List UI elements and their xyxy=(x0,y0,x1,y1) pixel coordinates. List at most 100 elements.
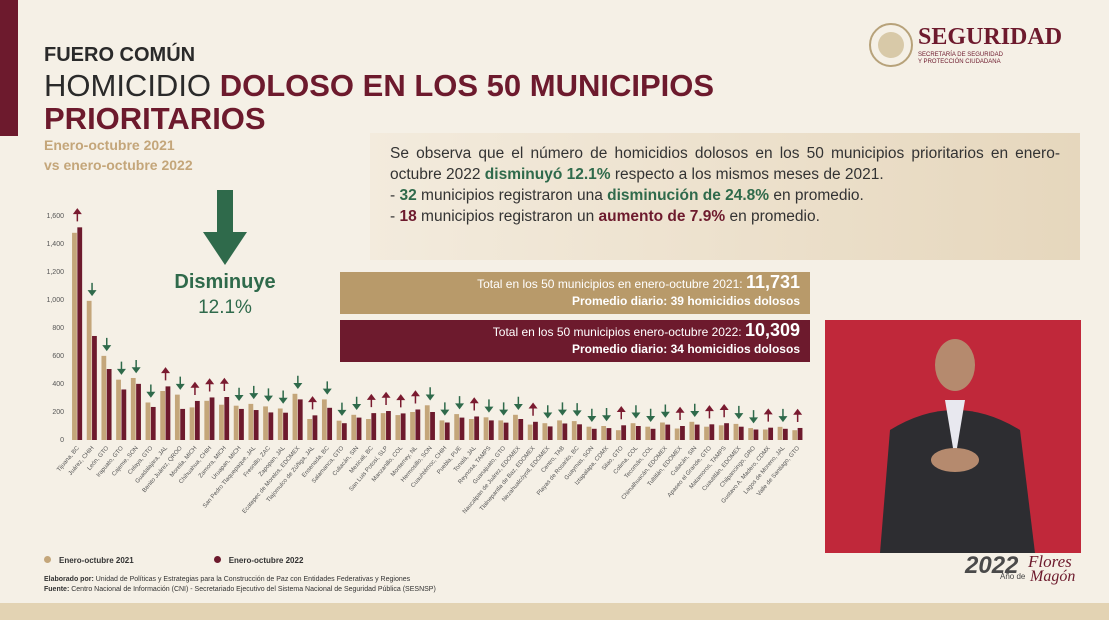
bar xyxy=(77,227,83,440)
bar xyxy=(410,412,415,440)
bar xyxy=(645,426,651,440)
arrow-up xyxy=(219,377,229,392)
bar xyxy=(160,391,166,440)
bar xyxy=(533,421,538,440)
arrow-down xyxy=(513,396,523,411)
dash: - xyxy=(390,208,396,225)
callout-value: 12.1% xyxy=(198,297,252,318)
y-tick-label: 800 xyxy=(52,325,64,332)
arrow-down xyxy=(602,408,612,422)
text: Unidad de Políticas y Estrategias para l… xyxy=(93,576,411,583)
y-tick-label: 400 xyxy=(52,381,64,388)
bar xyxy=(224,397,230,440)
y-tick-label: 200 xyxy=(52,409,64,416)
label: Elaborado por: xyxy=(44,576,94,583)
bar xyxy=(665,424,671,440)
y-tick-label: 1,200 xyxy=(46,269,64,276)
bar xyxy=(591,428,597,440)
bar xyxy=(430,412,435,440)
bar xyxy=(527,424,533,440)
total-line: Total en los 50 municipios enero-octubre… xyxy=(340,320,800,341)
arrow-down xyxy=(690,403,700,418)
arrow-up xyxy=(396,394,406,408)
bar xyxy=(145,402,151,440)
bar xyxy=(116,379,121,440)
bar xyxy=(283,412,288,440)
bar xyxy=(571,421,577,440)
legend-label: Enero-octubre 2021 xyxy=(59,556,134,565)
arrow-down xyxy=(572,403,582,417)
bar xyxy=(606,428,612,440)
bullet: - 32 municipios registraron una disminuc… xyxy=(390,185,1060,206)
accent-bar xyxy=(0,0,18,136)
badge-line2: Flores xyxy=(1028,552,1072,571)
arrow-down xyxy=(263,388,273,402)
bar xyxy=(239,408,244,440)
period2: vs enero-octubre 2022 xyxy=(44,157,193,173)
arrow-down xyxy=(175,376,185,390)
text: 32 xyxy=(399,187,417,204)
arrow-down xyxy=(557,402,567,416)
bar xyxy=(439,420,445,440)
bar xyxy=(371,413,377,440)
bottom-strip xyxy=(0,603,1109,620)
title: HOMICIDIO DOLOSO EN LOS 50 MUNICIPIOS xyxy=(44,68,714,104)
arrow-down xyxy=(660,404,670,418)
bar xyxy=(209,397,215,440)
title-bold: DOLOSO EN LOS 50 MUNICIPIOS xyxy=(219,68,715,103)
bar xyxy=(601,426,607,440)
bar xyxy=(341,423,347,440)
text: disminuyó 12.1% xyxy=(484,166,611,183)
bar xyxy=(674,428,680,440)
period1: Enero-octubre 2021 xyxy=(44,137,175,153)
bar xyxy=(738,426,744,440)
bar xyxy=(498,420,504,440)
bar xyxy=(797,427,803,440)
bar xyxy=(248,403,254,440)
bar xyxy=(650,428,656,440)
text: respecto a los mismos meses de 2021. xyxy=(610,166,884,183)
legend-swatch xyxy=(213,556,221,563)
kicker: FUERO COMÚN xyxy=(44,44,196,66)
bar xyxy=(92,335,97,440)
bar xyxy=(704,426,709,440)
bar xyxy=(180,408,186,440)
arrow-down xyxy=(499,402,509,416)
legend-item: Enero-octubre 2022 xyxy=(213,556,303,565)
arrow-up xyxy=(205,378,215,392)
footer-source: Fuente: Centro Nacional de Información (… xyxy=(44,586,436,593)
bar xyxy=(72,232,77,440)
total-value: 10,309 xyxy=(744,320,800,340)
summary-box: Se observa que el número de homicidios d… xyxy=(370,133,1080,260)
dash: - xyxy=(390,187,396,204)
label: Fuente: xyxy=(44,586,70,593)
logo-sub1: SECRETARÍA DE SEGURIDAD xyxy=(918,52,1003,58)
bar xyxy=(635,426,641,440)
arrow-down xyxy=(425,387,435,401)
bar xyxy=(577,424,582,440)
bar xyxy=(547,426,553,440)
footer-made-by: Elaborado por: Unidad de Políticas y Est… xyxy=(44,576,410,583)
arrow-up xyxy=(161,367,171,381)
interpreter-video xyxy=(825,320,1081,553)
bar xyxy=(586,426,592,440)
bar xyxy=(513,414,518,440)
bar xyxy=(444,422,450,440)
title-line2: PRIORITARIOS xyxy=(44,101,266,136)
bar xyxy=(130,377,136,440)
text: Se observa que el número de homicidios d… xyxy=(390,145,1060,183)
arrow-up xyxy=(616,406,626,420)
text: municipios registraron una xyxy=(416,187,608,204)
arrow-down xyxy=(234,387,244,401)
y-tick-label: 1,000 xyxy=(46,297,64,304)
bar xyxy=(621,425,627,440)
seal xyxy=(869,23,913,67)
text: disminución de 24.8% xyxy=(607,187,770,204)
bar xyxy=(277,408,283,440)
arrow-up xyxy=(410,390,420,404)
arrow-down xyxy=(278,390,288,404)
arrow-down xyxy=(631,405,641,419)
arrow-down xyxy=(249,385,259,400)
arrow-up xyxy=(469,397,479,411)
